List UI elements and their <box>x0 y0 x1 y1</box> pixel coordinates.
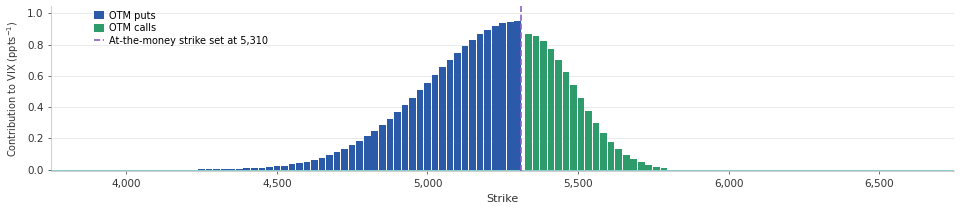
Bar <box>251 168 257 170</box>
Bar <box>578 98 585 170</box>
Bar <box>570 85 577 170</box>
Bar <box>485 30 491 170</box>
Bar <box>244 168 251 170</box>
Bar <box>334 152 341 170</box>
Bar <box>515 21 521 170</box>
Bar <box>462 46 468 170</box>
Bar <box>432 75 439 170</box>
Bar <box>454 53 461 170</box>
Bar <box>199 169 204 170</box>
Bar <box>356 141 363 170</box>
Bar <box>228 169 235 170</box>
Bar <box>645 165 652 170</box>
Bar <box>205 169 212 170</box>
Bar <box>281 165 288 170</box>
Bar <box>424 83 431 170</box>
Bar <box>446 60 453 170</box>
Bar <box>258 168 265 170</box>
Bar <box>586 111 592 170</box>
Bar <box>615 149 622 170</box>
Bar <box>289 164 296 170</box>
Bar <box>372 131 378 170</box>
Legend: OTM puts, OTM calls, At-the-money strike set at 5,310: OTM puts, OTM calls, At-the-money strike… <box>92 9 270 47</box>
Bar <box>417 91 423 170</box>
Bar <box>525 34 532 170</box>
Bar <box>533 36 540 170</box>
Bar <box>547 49 554 170</box>
Bar <box>401 105 408 170</box>
Bar <box>492 26 498 170</box>
Bar <box>311 160 318 170</box>
Bar <box>469 40 476 170</box>
Bar <box>638 163 644 170</box>
Bar <box>660 168 667 170</box>
Bar <box>274 166 280 170</box>
Bar <box>540 41 546 170</box>
Bar <box>236 169 243 170</box>
Bar <box>387 119 394 170</box>
Bar <box>326 155 333 170</box>
Bar <box>409 98 416 170</box>
Bar <box>221 169 228 170</box>
Bar <box>608 142 614 170</box>
Bar <box>477 34 484 170</box>
Bar <box>394 112 400 170</box>
Bar <box>499 23 506 170</box>
Bar <box>342 149 348 170</box>
Bar <box>653 167 660 170</box>
Bar <box>348 145 355 170</box>
Bar <box>440 67 445 170</box>
Bar <box>319 158 325 170</box>
Bar <box>555 60 562 170</box>
X-axis label: Strike: Strike <box>487 194 518 205</box>
Bar <box>623 155 630 170</box>
Bar <box>600 133 607 170</box>
Bar <box>507 22 514 170</box>
Bar <box>563 72 569 170</box>
Bar <box>379 125 386 170</box>
Bar <box>592 123 599 170</box>
Bar <box>631 159 637 170</box>
Bar <box>303 162 310 170</box>
Y-axis label: Contribution to VIX (ppts$^{-1}$): Contribution to VIX (ppts$^{-1}$) <box>6 20 21 157</box>
Bar <box>266 167 273 170</box>
Bar <box>297 163 302 170</box>
Bar <box>213 169 220 170</box>
Bar <box>364 136 371 170</box>
